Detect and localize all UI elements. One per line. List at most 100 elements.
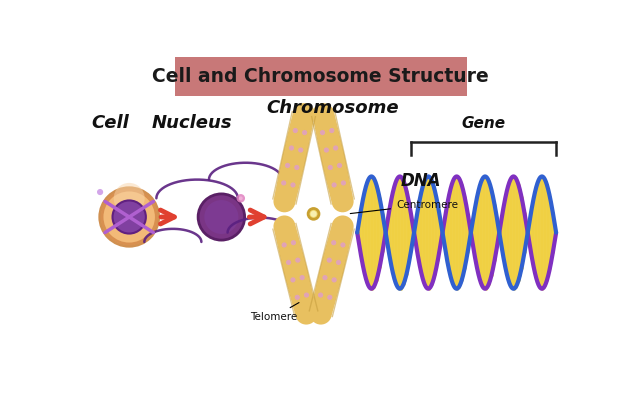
Circle shape [295,295,300,300]
Circle shape [291,240,296,245]
Circle shape [290,182,295,188]
Circle shape [326,237,349,260]
Circle shape [327,258,332,263]
Circle shape [310,303,332,324]
Circle shape [284,142,307,165]
Circle shape [332,215,354,237]
Circle shape [319,263,342,286]
Circle shape [324,147,329,153]
Circle shape [294,298,316,320]
Circle shape [274,215,295,237]
Circle shape [336,260,341,265]
Circle shape [277,228,299,251]
Circle shape [293,128,298,133]
Circle shape [329,177,351,200]
Circle shape [312,103,334,125]
Circle shape [282,254,306,277]
Text: Telomere: Telomere [250,303,299,322]
Circle shape [114,183,145,214]
Circle shape [97,189,103,195]
Circle shape [295,258,300,263]
Circle shape [275,224,298,246]
Circle shape [298,147,304,153]
Circle shape [308,209,319,219]
Circle shape [323,155,347,178]
Circle shape [102,190,156,244]
Circle shape [329,181,352,204]
Circle shape [274,220,297,242]
Circle shape [299,275,305,280]
Circle shape [319,133,342,156]
Circle shape [331,240,336,245]
Circle shape [287,272,310,294]
Circle shape [277,173,300,195]
Circle shape [237,194,245,202]
Circle shape [198,194,245,240]
Circle shape [285,263,308,286]
Circle shape [321,254,344,277]
Text: Centromere: Centromere [351,200,458,213]
Circle shape [324,245,347,269]
Circle shape [318,292,323,298]
Circle shape [287,125,310,147]
Circle shape [313,290,336,312]
Circle shape [279,237,301,260]
Circle shape [322,150,346,174]
Circle shape [322,275,327,280]
Circle shape [302,130,307,135]
Circle shape [288,276,311,299]
Circle shape [204,200,239,234]
Circle shape [286,260,291,265]
Circle shape [329,224,352,246]
Circle shape [282,242,287,247]
FancyBboxPatch shape [175,57,467,96]
Circle shape [313,107,336,130]
Circle shape [332,190,354,212]
Circle shape [285,163,290,168]
Circle shape [326,168,349,191]
Circle shape [327,295,332,300]
Circle shape [278,168,300,191]
Circle shape [324,159,347,182]
Circle shape [319,137,342,161]
Circle shape [316,276,339,299]
Circle shape [279,241,302,264]
Circle shape [276,177,299,200]
Circle shape [310,211,317,217]
Circle shape [286,267,309,290]
Circle shape [113,200,146,234]
Circle shape [337,163,342,168]
Circle shape [290,285,313,307]
Circle shape [290,116,312,139]
Circle shape [331,220,352,242]
Circle shape [332,277,337,282]
Circle shape [280,155,304,178]
Circle shape [315,281,337,303]
Circle shape [327,165,333,170]
Circle shape [287,129,309,152]
Circle shape [316,120,339,143]
Circle shape [281,180,286,185]
Circle shape [317,129,341,152]
Circle shape [293,294,316,316]
Circle shape [321,146,345,170]
Text: Gene: Gene [461,116,505,131]
Circle shape [284,258,307,282]
Circle shape [282,150,305,174]
Circle shape [274,186,297,208]
Circle shape [325,241,347,264]
Circle shape [289,120,311,143]
Circle shape [328,228,351,251]
Circle shape [318,267,341,290]
Circle shape [333,145,338,151]
Circle shape [320,258,344,282]
Text: Chromosome: Chromosome [267,99,399,117]
Circle shape [321,142,344,165]
Circle shape [341,242,346,247]
Circle shape [320,130,325,135]
Text: Cell and Chromosome Structure: Cell and Chromosome Structure [153,67,489,86]
Circle shape [239,196,243,200]
Circle shape [315,116,337,139]
Circle shape [282,146,306,170]
Circle shape [304,292,309,298]
